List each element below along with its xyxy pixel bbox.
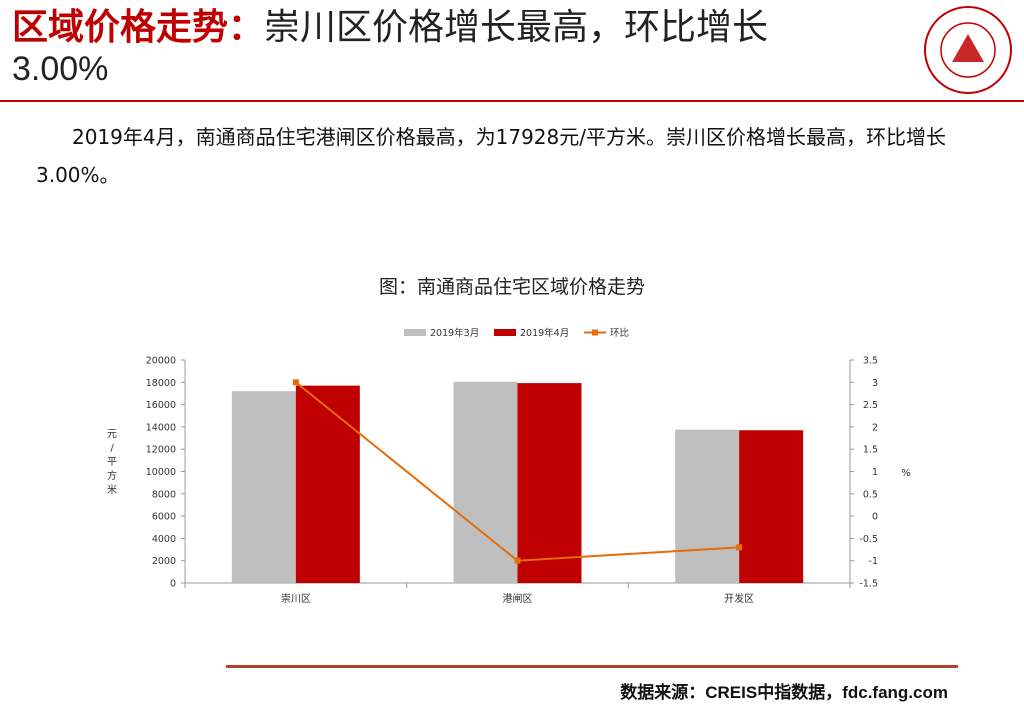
y2-tick-label: 3 [872, 378, 878, 389]
y-tick-label: 14000 [146, 422, 176, 433]
y2-tick-label: 2.5 [863, 400, 878, 411]
y2-axis-label: % [901, 468, 911, 479]
y-tick-label: 16000 [146, 400, 176, 411]
x-tick-label: 崇川区 [281, 593, 311, 605]
title-main: 崇川区价格增长最高，环比增长 [264, 7, 769, 48]
y-tick-label: 2000 [152, 556, 176, 567]
legend-label: 2019年3月 [430, 327, 479, 339]
legend-label: 2019年4月 [520, 327, 569, 339]
bar-march [675, 429, 740, 583]
data-source: 数据来源：CREIS中指数据，fdc.fang.com [620, 683, 948, 702]
x-tick-label: 开发区 [724, 592, 754, 605]
y-tick-label: 12000 [146, 445, 176, 456]
summary-body: 2019年4月，南通商品住宅港闸区价格最高，为17928元/平方米。崇川区价格增… [36, 125, 946, 187]
y-tick-label: 18000 [146, 378, 176, 389]
legend-swatch-april [494, 329, 516, 336]
y2-tick-label: 1.5 [863, 445, 878, 456]
legend-marker-mom [592, 329, 598, 336]
y-tick-label: 6000 [152, 512, 176, 523]
y-axis-label-char: 元 [107, 429, 117, 440]
y-tick-label: 8000 [152, 489, 176, 500]
legend-label: 环比 [610, 327, 629, 339]
bar-april [295, 385, 360, 583]
y2-tick-label: -1 [869, 556, 878, 567]
y2-tick-label: 3.5 [863, 356, 878, 367]
y-tick-label: 10000 [146, 467, 176, 478]
y2-tick-label: 2 [872, 422, 878, 433]
y-tick-label: 20000 [146, 356, 176, 367]
bar-march [231, 391, 296, 583]
chart: 0 2000 4000 6000 8000 10000 12000 14000 16000 180… [107, 327, 911, 605]
mom-marker [292, 379, 299, 386]
y2-tick-label: 0.5 [863, 489, 878, 500]
legend-swatch-march [404, 329, 426, 336]
x-tick-label: 港闸区 [503, 592, 533, 605]
title-divider [0, 100, 1024, 102]
page-title: 区域价格走势：崇川区价格增长最高，环比增长 [12, 6, 912, 50]
y2-tick-label: -1.5 [859, 579, 878, 590]
summary-text: 2019年4月，南通商品住宅港闸区价格最高，为17928元/平方米。崇川区价格增… [36, 118, 996, 194]
y-tick-label: 4000 [152, 534, 176, 545]
bar-april [739, 430, 804, 583]
china-index-academy-logo [924, 6, 1012, 94]
chart-title: 图：南通商品住宅区域价格走势 [378, 276, 645, 298]
y-axis-label-char: 米 [107, 483, 117, 496]
y2-tick-label: 1 [872, 467, 878, 478]
y2-tick-label: -0.5 [859, 534, 878, 545]
bar-april [517, 383, 582, 583]
mom-marker [736, 544, 743, 551]
title-prefix: 区域价格走势： [12, 7, 265, 48]
y-tick-label: 0 [170, 579, 176, 590]
y-axis-label-char: 方 [107, 469, 117, 482]
y-axis-label-char: 平 [107, 457, 117, 468]
footer-divider [226, 665, 958, 668]
title-line2: 3.00% [12, 50, 109, 88]
bar-march [453, 381, 518, 583]
y2-tick-label: 0 [872, 512, 878, 523]
mom-marker [514, 557, 521, 564]
title-block: 区域价格走势：崇川区价格增长最高，环比增长 3.00% [12, 6, 912, 88]
y-axis-label-char: / [110, 443, 114, 454]
